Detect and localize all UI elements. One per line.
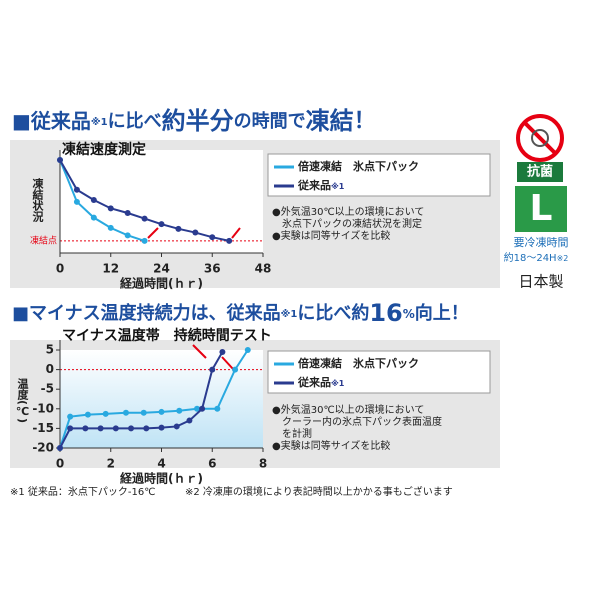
x-tick-label: 4 [157,457,165,471]
origin: 日本製 [518,273,563,291]
x-axis-label: 経過時間(ｈｒ) [120,471,203,486]
point [141,237,148,244]
point [158,424,165,431]
point [102,410,109,417]
point [141,215,148,222]
note: ●外気温30℃以上の環境において [272,205,424,218]
point [226,237,233,244]
legend-entry: 従来品※1 [297,178,345,192]
x-tick-label: 2 [107,457,115,471]
point [176,407,183,414]
note: を計測 [282,427,312,440]
y-axis-label: 凍結状況 [31,177,44,223]
legend-entry: 従来品※1 [297,375,345,389]
legend-box [267,153,491,197]
legend-box [267,350,491,394]
point [107,205,114,212]
point [209,366,216,373]
point [232,366,239,373]
point [57,157,63,163]
point [214,405,221,412]
note: ●実験は同等サイズを比較 [272,439,390,452]
point [175,225,182,232]
x-tick-label: 8 [259,457,267,471]
icon [523,121,557,155]
point [67,425,74,432]
note: ●実験は同等サイズを比較 [272,229,390,242]
heading: ■マイナス温度持続力は、従来品※1に比べ約16%向上！ [12,299,469,327]
x-axis-label: 経過時間(ｈｒ) [120,276,203,291]
y-axis-label: 温度(℃) [16,377,29,423]
point [124,210,131,217]
icon [531,129,549,147]
point [158,408,165,415]
point [192,229,199,236]
x-tick-label: 0 [56,457,64,471]
point [84,411,91,418]
legend-entry: 倍速凍結 氷点下パック [298,356,419,370]
legend-entry: 倍速凍結 氷点下パック [298,159,419,173]
point [143,425,150,432]
legend-note: ※1 [331,181,345,191]
point [112,425,119,432]
point [244,347,251,353]
point [73,198,80,205]
note: ●外気温30℃以上の環境において [272,403,424,416]
legend-name: 倍速凍結 氷点下パック [298,159,419,173]
point [97,425,104,432]
point [67,413,74,420]
point [82,425,89,432]
threshold-label: 凍結点 [30,234,57,246]
point [209,234,216,241]
legend-name: 従来品 [297,375,331,389]
arrows [147,227,241,370]
point [124,232,131,239]
x-tick-label: 48 [255,262,272,276]
y-tick-label: -5 [41,382,54,396]
point [194,405,201,412]
plot-bg [60,350,263,448]
chart-title: マイナス温度帯 持続時間テスト [62,327,272,344]
badge-label: 抗菌 [527,164,553,180]
point [122,409,129,416]
point [107,224,114,231]
point [219,348,226,355]
legend-name: 倍速凍結 氷点下パック [298,356,419,370]
point [90,196,97,203]
x-tick-label: 12 [102,262,119,276]
footnote: ※2 冷凍庫の環境により表記時間以上かかる事もございます [185,485,453,498]
point [173,423,180,430]
point [158,221,165,228]
freeze-label: 要冷凍時間 [514,236,569,249]
heading: ■従来品※1に比べ約半分の時間で凍結！ [12,107,376,135]
point [199,405,206,412]
point [57,445,63,451]
note: クーラー内の氷点下パック表面温度 [282,415,442,428]
x-tick-label: 0 [56,262,64,276]
size: L [530,188,553,229]
point [73,186,80,193]
x-tick-label: 36 [204,262,221,276]
point [186,417,193,424]
legend-note: ※1 [331,378,345,388]
chart-title: 凍結速度測定 [62,141,146,158]
x-tick-label: 6 [208,457,216,471]
x-tick-label: 24 [153,262,170,276]
y-tick-label: -15 [32,421,54,435]
point [128,425,135,432]
freeze-time: 約18～24H※2 [504,251,569,264]
point [90,214,97,221]
note: 氷点下パックの凍結状況を測定 [282,217,422,230]
y-tick-label: -20 [32,441,54,455]
y-tick-label: 5 [46,343,54,357]
point [140,409,147,416]
y-tick-label: -10 [32,401,54,415]
legend-name: 従来品 [297,178,331,192]
badge-box [515,186,567,232]
badge-box [517,162,563,182]
footnote: ※1 従来品：氷点下パック-16℃ [10,485,155,498]
y-tick-label: 0 [46,362,54,376]
